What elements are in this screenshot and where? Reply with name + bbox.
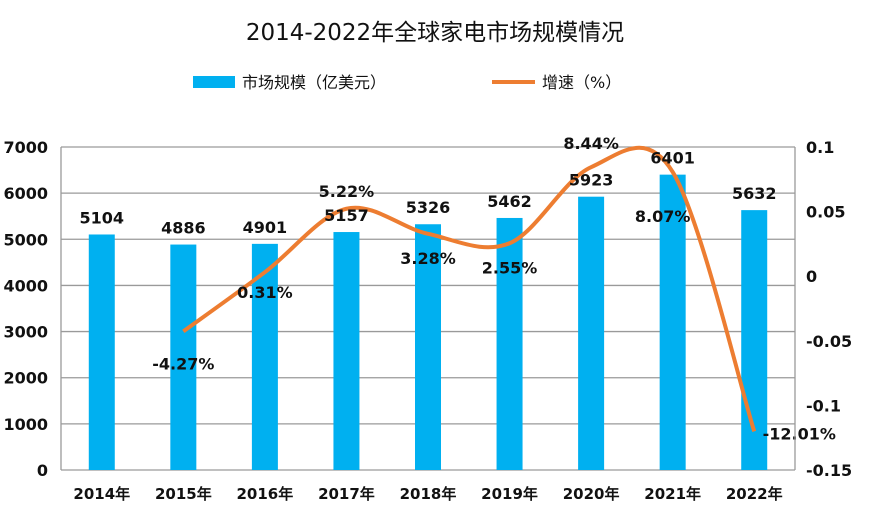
bar-data-label: 4901 bbox=[243, 218, 288, 237]
bar-data-label: 5632 bbox=[732, 184, 777, 203]
y-left-tick-label: 2000 bbox=[3, 369, 48, 388]
bar-data-label: 5462 bbox=[487, 192, 532, 211]
chart-title: 2014-2022年全球家电市场规模情况 bbox=[246, 20, 624, 46]
bar-data-label: 5157 bbox=[324, 206, 369, 225]
bar bbox=[170, 244, 197, 470]
x-tick-label: 2019年 bbox=[481, 485, 538, 503]
bar-data-label: 5104 bbox=[80, 208, 125, 227]
y-left-tick-label: 0 bbox=[37, 461, 48, 480]
line-data-label: -12.01% bbox=[763, 424, 836, 443]
bar-data-label: 4886 bbox=[161, 219, 206, 238]
bar bbox=[333, 232, 360, 470]
y-right-tick-label: 0.05 bbox=[806, 203, 845, 222]
x-tick-label: 2018年 bbox=[400, 485, 457, 503]
y-right-tick-label: 0 bbox=[806, 267, 817, 286]
line-data-label: 2.55% bbox=[482, 258, 538, 277]
y-left-tick-label: 5000 bbox=[3, 230, 48, 249]
x-tick-label: 2020年 bbox=[563, 485, 620, 503]
line-data-label: 3.28% bbox=[400, 249, 456, 268]
y-right-tick-label: -0.15 bbox=[806, 461, 852, 480]
y-left-tick-label: 1000 bbox=[3, 415, 48, 434]
y-right-tick-label: -0.05 bbox=[806, 332, 852, 351]
line-data-label: -4.27% bbox=[152, 354, 214, 373]
bar bbox=[578, 196, 605, 470]
x-tick-label: 2021年 bbox=[644, 485, 701, 503]
bar bbox=[251, 243, 278, 470]
y-left-tick-label: 3000 bbox=[3, 323, 48, 342]
line-data-label: 5.22% bbox=[319, 182, 375, 201]
legend-swatch-bar bbox=[193, 76, 235, 88]
line-data-label: 8.44% bbox=[563, 134, 619, 153]
growth-line bbox=[182, 145, 757, 432]
y-right-tick-label: 0.1 bbox=[806, 138, 834, 157]
bar-data-label: 5326 bbox=[406, 198, 451, 217]
legend-label-line: 增速（%） bbox=[542, 73, 621, 92]
legend: 市场规模（亿美元） 增速（%） bbox=[193, 73, 621, 92]
y-left-tick-label: 7000 bbox=[3, 138, 48, 157]
bar-data-label: 6401 bbox=[650, 149, 695, 168]
bar bbox=[659, 174, 686, 470]
bar-data-label: 5923 bbox=[569, 171, 614, 190]
y-left-tick-label: 4000 bbox=[3, 276, 48, 295]
x-tick-label: 2014年 bbox=[73, 485, 130, 503]
line-data-label: 8.07% bbox=[635, 207, 691, 226]
x-tick-label: 2015年 bbox=[155, 485, 212, 503]
x-tick-label: 2022年 bbox=[726, 485, 783, 503]
legend-label-bar: 市场规模（亿美元） bbox=[242, 73, 386, 92]
bar bbox=[88, 234, 115, 470]
bar bbox=[496, 217, 523, 470]
line-data-label: 0.31% bbox=[237, 283, 293, 302]
y-left-tick-label: 6000 bbox=[3, 184, 48, 203]
x-tick-label: 2017年 bbox=[318, 485, 375, 503]
bar bbox=[415, 224, 441, 470]
x-tick-label: 2016年 bbox=[237, 485, 294, 503]
y-right-tick-label: -0.1 bbox=[806, 396, 841, 415]
